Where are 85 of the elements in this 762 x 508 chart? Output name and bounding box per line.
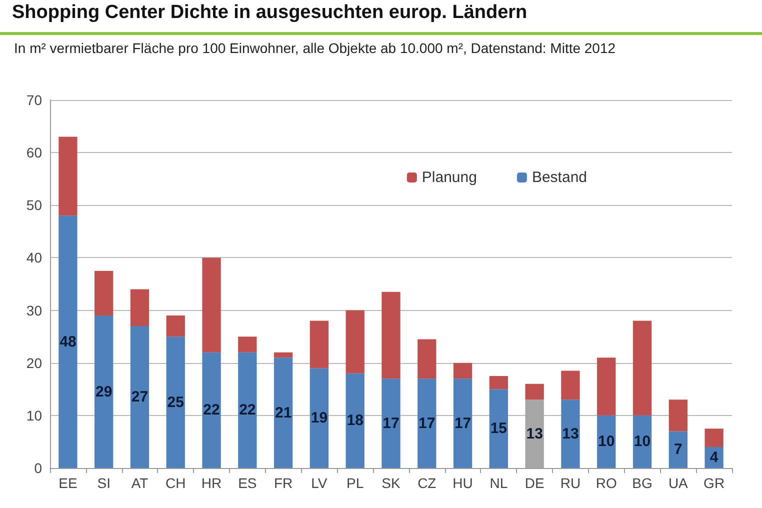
bar (238, 336, 257, 352)
x-tick-label: FR (274, 475, 293, 491)
x-tick-label: NL (490, 475, 508, 491)
x-tick-label: AT (131, 475, 149, 491)
bar (525, 384, 544, 400)
data-label: 29 (96, 383, 112, 400)
x-tick-label: CZ (418, 475, 437, 491)
bar (346, 373, 364, 468)
y-tick-label: 70 (26, 92, 42, 108)
x-tick-label: ES (238, 475, 257, 491)
bar (704, 428, 724, 447)
bar (94, 270, 114, 316)
chart-subtitle: In m² vermietbarer Fläche pro 100 Einwohner, alle Objekte ab 10.000 m², Datenstand: Mitte 2012 (14, 40, 616, 56)
bar (166, 316, 185, 337)
data-label: 27 (131, 388, 148, 406)
bar (238, 352, 257, 468)
bar (668, 431, 688, 468)
x-tick-label: CH (166, 475, 186, 491)
bar (489, 376, 508, 390)
data-label: 22 (203, 402, 220, 419)
data-label: 4 (710, 448, 719, 466)
x-tick-label: SK (382, 475, 401, 491)
data-label: 18 (346, 412, 364, 430)
x-tick-label: LV (311, 475, 328, 491)
y-tick-label: 50 (26, 197, 42, 214)
x-tick-label: DE (524, 475, 544, 491)
data-label: 17 (454, 414, 472, 432)
y-tick-label: 20 (26, 354, 42, 371)
bar (274, 352, 293, 358)
bar (453, 362, 472, 379)
bar (453, 378, 472, 468)
data-label: 15 (490, 420, 508, 438)
data-label: 7 (674, 441, 682, 458)
y-tick-label: 0 (34, 460, 42, 476)
bar (561, 400, 580, 468)
bar (58, 136, 78, 216)
chart-title: Shopping Center Dichte in ausgesuchten europ. Ländern (12, 2, 528, 24)
y-tick-label: 40 (26, 250, 42, 266)
bar (418, 378, 436, 468)
x-tick-label: RU (560, 475, 581, 491)
data-label: 19 (310, 410, 328, 427)
legend-label: Bestand (532, 169, 588, 186)
x-tick-label: HU (452, 475, 473, 491)
data-label: 10 (634, 433, 651, 450)
bar (346, 310, 364, 374)
x-tick-label: GR (704, 475, 725, 491)
bar (310, 320, 329, 368)
data-label: 13 (562, 425, 579, 442)
bar (418, 339, 436, 379)
x-tick-label: EE (58, 475, 78, 491)
bar (58, 216, 78, 468)
bar (525, 400, 544, 468)
data-label: 25 (167, 394, 184, 411)
x-tick-label: SI (97, 475, 110, 491)
bar (632, 320, 652, 416)
y-tick-label: 10 (26, 407, 42, 424)
x-tick-label: HR (201, 475, 222, 491)
bar (489, 389, 508, 468)
data-label: 17 (418, 414, 436, 432)
data-label: 10 (598, 433, 615, 450)
data-label: 13 (526, 425, 543, 442)
data-label: 22 (239, 402, 256, 419)
bar (597, 358, 616, 416)
bar (382, 292, 400, 379)
x-tick-label: BG (632, 475, 652, 491)
bar (166, 336, 185, 468)
bar (310, 368, 329, 468)
x-tick-label: PL (346, 475, 364, 491)
bar (202, 352, 221, 468)
bar (94, 316, 114, 468)
data-label: 17 (382, 414, 400, 432)
x-tick-label: UA (668, 475, 689, 491)
data-label: 21 (274, 404, 292, 422)
data-label: 48 (60, 333, 76, 350)
y-tick-label: 30 (26, 302, 42, 318)
bar (130, 289, 150, 326)
y-tick-label: 60 (26, 144, 42, 161)
legend-label: Planung (422, 169, 477, 186)
x-tick-label: RO (596, 475, 617, 491)
bar (130, 326, 150, 468)
bar (202, 258, 221, 352)
bar (382, 378, 400, 468)
bar (668, 400, 688, 432)
bar (561, 370, 580, 400)
bar (274, 358, 293, 468)
